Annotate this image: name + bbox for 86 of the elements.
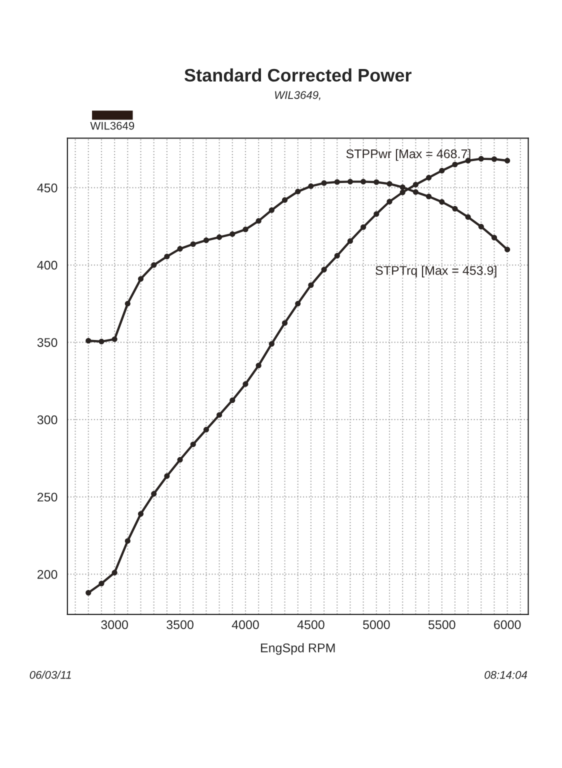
point bbox=[386, 198, 392, 204]
point bbox=[321, 180, 327, 186]
text: 08:14:04 bbox=[484, 670, 528, 679]
chart-title: Standard Corrected Power bbox=[184, 68, 412, 82]
point bbox=[504, 246, 510, 252]
point bbox=[347, 238, 354, 244]
point bbox=[138, 511, 144, 517]
point bbox=[268, 341, 274, 347]
x-tick-label: 5000 bbox=[363, 620, 390, 630]
x-tick-label: 4000 bbox=[232, 620, 259, 630]
point bbox=[412, 189, 418, 195]
x-tick-label: 4500 bbox=[297, 620, 324, 630]
point bbox=[230, 398, 236, 404]
y-tick-label: 200 bbox=[37, 570, 58, 579]
point bbox=[347, 178, 354, 184]
x-tick-label: 3000 bbox=[101, 620, 128, 630]
point bbox=[190, 442, 196, 448]
point bbox=[334, 179, 340, 185]
point bbox=[282, 197, 288, 203]
point bbox=[386, 181, 392, 187]
point bbox=[242, 226, 248, 232]
x-axis-title: EngSpd RPM bbox=[261, 643, 335, 655]
point bbox=[426, 174, 432, 180]
point bbox=[98, 580, 104, 586]
point bbox=[374, 179, 380, 185]
text: WIL3649 bbox=[90, 122, 134, 130]
point bbox=[308, 282, 314, 288]
point bbox=[86, 590, 92, 596]
y-tick-label: 350 bbox=[37, 338, 58, 347]
y-tick-label: 400 bbox=[37, 260, 58, 270]
point bbox=[491, 234, 498, 240]
text: 06/03/11 bbox=[30, 670, 71, 679]
point bbox=[452, 206, 458, 212]
x-tick-label: 3500 bbox=[166, 620, 194, 630]
point bbox=[478, 224, 484, 230]
point bbox=[412, 182, 418, 188]
point bbox=[190, 241, 196, 247]
point bbox=[203, 237, 209, 244]
point bbox=[164, 254, 170, 260]
point bbox=[308, 183, 314, 189]
point bbox=[360, 224, 366, 230]
chart-subtitle: WIL3649, bbox=[275, 91, 320, 100]
y-tick-label: 450 bbox=[37, 184, 58, 192]
point bbox=[112, 570, 118, 576]
point bbox=[256, 218, 262, 224]
point bbox=[216, 412, 222, 418]
y-tick-label: 250 bbox=[37, 492, 58, 502]
x-tick-label: 5500 bbox=[428, 620, 456, 630]
point bbox=[138, 276, 144, 282]
point bbox=[400, 184, 406, 190]
point bbox=[334, 252, 340, 259]
point bbox=[465, 214, 471, 220]
y-tick-label: 300 bbox=[37, 415, 58, 424]
point bbox=[321, 266, 327, 272]
point bbox=[151, 491, 157, 497]
point bbox=[242, 381, 248, 387]
point bbox=[86, 338, 92, 344]
point bbox=[216, 234, 222, 240]
point bbox=[98, 338, 104, 344]
point bbox=[426, 194, 432, 200]
point bbox=[295, 300, 301, 306]
point bbox=[164, 473, 170, 479]
point bbox=[177, 457, 183, 463]
point bbox=[491, 156, 498, 162]
point bbox=[124, 300, 130, 306]
point bbox=[360, 178, 366, 184]
point bbox=[151, 262, 157, 268]
point bbox=[268, 207, 274, 213]
point bbox=[177, 246, 183, 252]
point bbox=[374, 211, 380, 217]
x-tick-label: 6000 bbox=[494, 620, 521, 630]
point bbox=[203, 426, 209, 432]
series-label: STPPwr [Max = 468.7] bbox=[346, 149, 470, 161]
point bbox=[400, 190, 406, 196]
point bbox=[282, 320, 288, 326]
point bbox=[124, 538, 130, 544]
point bbox=[439, 168, 445, 174]
point bbox=[230, 231, 236, 237]
point bbox=[439, 199, 445, 205]
point bbox=[478, 156, 484, 162]
point bbox=[452, 162, 458, 168]
point bbox=[256, 362, 262, 368]
series-label: STPTrq [Max = 453.9] bbox=[376, 266, 496, 278]
point bbox=[112, 336, 118, 342]
point bbox=[295, 188, 301, 194]
point bbox=[504, 158, 510, 164]
